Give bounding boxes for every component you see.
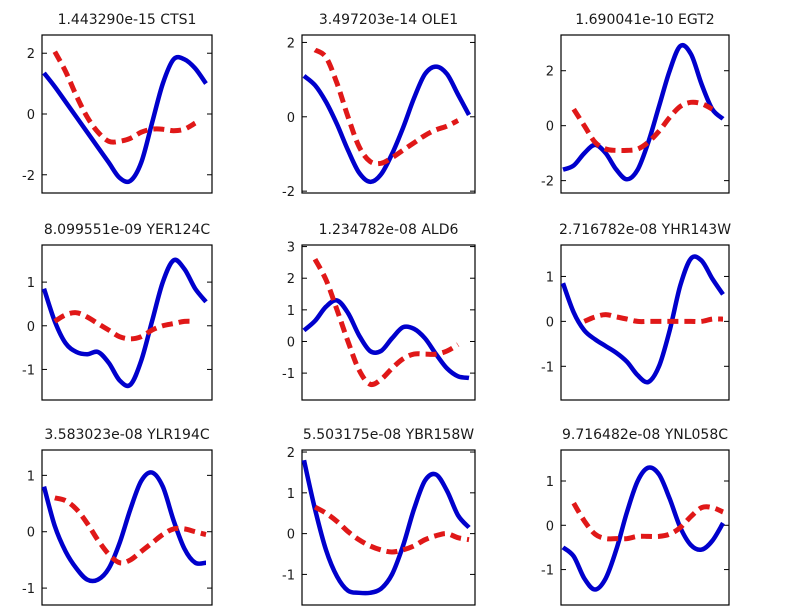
dashed-series-line: [583, 312, 724, 325]
y-tick-label: 2: [287, 36, 295, 51]
panel-5: 1.234782e-08 ALD6 -1 0 1 2 3: [282, 222, 476, 401]
plot-frame: [560, 34, 730, 194]
solid-series-line: [42, 54, 208, 185]
panel-title: 3.497203e-14 OLE1: [319, 12, 458, 28]
solid-series-line: [41, 257, 208, 389]
dashed-series-line: [54, 495, 207, 566]
y-tick-label: 1: [546, 475, 554, 490]
panel-6: 2.716782e-08 YHR143W -1 0 1: [541, 222, 731, 401]
solid-series-line: [301, 459, 471, 596]
y-tick-label: 1: [287, 304, 295, 319]
dashed-series-line: [571, 99, 714, 154]
plot-frame: [301, 34, 476, 194]
y-tick-label: 2: [546, 65, 554, 80]
y-tick-label: 1: [27, 469, 35, 484]
solid-series-line: [561, 465, 725, 592]
solid-series-line: [41, 470, 207, 584]
panel-title: 9.716482e-08 YNL058C: [562, 427, 728, 443]
plot-frame: [560, 244, 730, 401]
panel-3: 1.690041e-10 EGT2 -2 0 2: [541, 12, 730, 194]
dashed-series-line: [53, 310, 196, 342]
y-tick-label: 0: [546, 120, 554, 135]
panel-8: 5.503175e-08 YBR158W -1 0 1 2: [282, 427, 476, 606]
dashed-series-line: [312, 258, 460, 388]
y-tick-label: -1: [541, 360, 554, 375]
solid-series-line: [562, 42, 725, 182]
y-tick-label: 1: [27, 276, 35, 291]
y-tick-label: 2: [27, 47, 35, 62]
y-tick-label: -2: [541, 175, 554, 190]
plot-frame: [41, 449, 213, 606]
y-tick-label: -2: [22, 169, 35, 184]
panel-2: 3.497203e-14 OLE1 -2 0 2: [282, 12, 476, 200]
panel-4: 8.099551e-09 YER124C -1 0 1: [22, 222, 213, 401]
panel-title: 8.099551e-09 YER124C: [44, 222, 211, 238]
panel-9: 9.716482e-08 YNL058C -1 0 1: [541, 427, 730, 606]
y-tick-label: 0: [287, 111, 295, 126]
panel-1: 1.443290e-15 CTS1 -2 0 2: [22, 12, 213, 194]
y-tick-label: -1: [22, 582, 35, 597]
panel-title: 3.583023e-08 YLR194C: [44, 427, 210, 443]
y-tick-label: 0: [287, 528, 295, 543]
y-tick-label: 1: [287, 487, 295, 502]
y-tick-label: 0: [27, 320, 35, 335]
panel-title: 1.443290e-15 CTS1: [58, 12, 197, 28]
y-tick-label: 2: [287, 272, 295, 287]
y-tick-label: 0: [546, 315, 554, 330]
y-tick-label: -1: [282, 568, 295, 583]
panel-title: 2.716782e-08 YHR143W: [559, 222, 731, 238]
panel-title: 5.503175e-08 YBR158W: [303, 427, 474, 443]
dashed-series-line: [313, 47, 460, 167]
y-tick-label: -1: [22, 363, 35, 378]
y-tick-label: 2: [287, 446, 295, 461]
y-tick-label: 1: [546, 270, 554, 285]
panel-7: 3.583023e-08 YLR194C -1 0 1: [22, 427, 213, 606]
y-tick-label: 0: [287, 335, 295, 350]
y-tick-label: 0: [546, 519, 554, 534]
y-tick-label: -1: [282, 367, 295, 382]
solid-series-line: [302, 297, 470, 381]
plot-frame: [301, 244, 476, 401]
solid-series-line: [560, 254, 725, 385]
y-tick-label: 0: [27, 108, 35, 123]
y-tick-label: 3: [287, 241, 295, 256]
y-tick-label: 0: [27, 526, 35, 541]
solid-series-line: [302, 64, 471, 185]
panel-title: 1.690041e-10 EGT2: [575, 12, 714, 28]
dashed-series-line: [52, 50, 197, 145]
y-tick-label: -1: [541, 564, 554, 579]
y-tick-label: -2: [282, 185, 295, 200]
panel-title: 1.234782e-08 ALD6: [319, 222, 459, 238]
dashed-series-line: [313, 504, 470, 555]
dashed-series-line: [571, 501, 724, 542]
plot-frame: [560, 449, 730, 606]
